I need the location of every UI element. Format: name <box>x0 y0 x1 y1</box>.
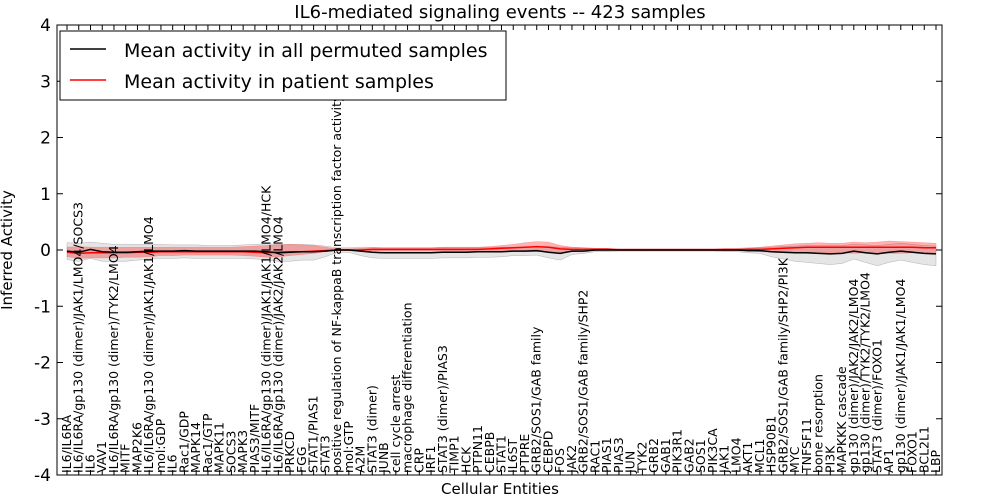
confidence-band-series-0 <box>66 241 937 267</box>
x-category-label: STAT1/PIAS1 <box>306 395 321 473</box>
x-category-label: mol:GTP <box>341 421 356 473</box>
x-category-label: PTPRE <box>517 434 532 473</box>
x-category-label: JUN <box>623 451 638 474</box>
x-category-label: GAB2 <box>681 438 696 473</box>
x-category-label: RAC1 <box>587 440 602 473</box>
y-axis: -4 -3 -2 -1 0 1 2 3 4 <box>34 16 942 486</box>
x-category-label: TNFSF11 <box>799 418 814 474</box>
x-category-label: AP1 <box>881 449 896 473</box>
y-tick-label: -1 <box>34 297 51 317</box>
y-tick-label: -4 <box>34 466 51 486</box>
x-category-label: LBP <box>928 449 943 473</box>
x-category-label: SOCS3 <box>223 431 238 473</box>
chart-title: IL6-mediated signaling events -- 423 sam… <box>294 2 705 23</box>
x-category-label: MYC <box>787 446 802 473</box>
x-category-label: FOXO1 <box>905 431 920 473</box>
x-category-label: JAK1 <box>717 445 732 474</box>
x-category-label: GAB1 <box>658 438 673 473</box>
legend: Mean activity in all permuted samples Me… <box>59 30 507 101</box>
x-category-label: MITF <box>118 444 133 473</box>
y-tick-label: 1 <box>40 185 51 205</box>
x-category-label: PIAS3 <box>611 437 626 473</box>
x-category-label: GRB2/SOS1/GAB family/SHP2/PI3K <box>775 257 790 473</box>
series-line-0 <box>66 248 937 255</box>
x-category-label: STAT3 <box>317 435 332 473</box>
x-category-label: MAPK14 <box>188 422 203 473</box>
x-category-label: STAT3 (dimer)/FOXO1 <box>869 339 884 473</box>
x-category-label: IL6ST <box>505 438 520 473</box>
x-category-label: positive regulation of NF-kappaB transcr… <box>329 94 344 473</box>
x-category-label: IL6/IL6RA/gp130 (dimer)/JAK1/JAK1/LMO4/H… <box>259 185 274 473</box>
x-category-label: MAPK11 <box>212 422 227 473</box>
x-category-label: gp130 (dimer)/JAK2/JAK2/LMO4 <box>846 279 861 473</box>
x-category-label: IL6 <box>82 454 97 473</box>
x-category-label: MCL1 <box>752 439 767 473</box>
x-category-label: JAK2 <box>564 445 579 474</box>
x-category-label: MAPK3 <box>235 430 250 473</box>
x-category-label: TIMP1 <box>447 435 462 474</box>
x-category-label: AKT1 <box>740 442 755 473</box>
x-category-label: STAT1 <box>494 435 509 473</box>
x-category-label: macrophage differentiation <box>400 302 415 473</box>
x-category-label: mol:GDP <box>153 418 168 473</box>
x-category-label: CEBPB <box>482 432 497 473</box>
y-tick-label: -2 <box>34 354 51 374</box>
x-category-label: PIAS1 <box>599 437 614 473</box>
y-tick-label: -3 <box>34 410 51 430</box>
x-category-label: IL6/IL6RA/gp130 (dimer)/JAK2/JAK2/LMO4 <box>270 216 285 473</box>
x-category-label: PIK3R1 <box>670 429 685 473</box>
x-category-label: PTPN11 <box>470 425 485 473</box>
x-category-label: TYK2 <box>634 442 649 474</box>
legend-label-patient: Mean activity in patient samples <box>124 71 434 93</box>
plot-area <box>66 240 937 267</box>
x-category-label: CRP <box>411 448 426 473</box>
x-category-label: cell cycle arrest <box>388 375 403 473</box>
x-category-label: MAPKKK cascade <box>834 366 849 473</box>
x-category-label: IL6/IL6RA/gp130 (dimer)/JAK1/JAK1/LMO4 <box>141 216 156 473</box>
x-category-label: STAT3 (dimer) <box>364 385 379 473</box>
y-tick-label: 0 <box>40 241 51 261</box>
x-category-label: PI3K <box>822 445 837 473</box>
x-category-label: HSP90B1 <box>764 416 779 473</box>
x-category-label: GRB2/SOS1/GAB family <box>529 326 544 473</box>
x-category-label: VAV1 <box>94 441 109 473</box>
x-category-label: GRB2/SOS1/GAB family/SHP2 <box>576 290 591 473</box>
x-category-label: bone resorption <box>811 374 826 473</box>
x-category-label: SOS1 <box>693 439 708 473</box>
x-category-label: LMO4 <box>728 437 743 473</box>
x-category-label: PIK3CA <box>705 428 720 473</box>
x-category-label: PIAS3/MITF <box>247 404 262 473</box>
x-category-label: gp130 (dimer)/JAK1/JAK1/LMO4 <box>893 279 908 473</box>
x-category-label: IL6/IL6RA/gp130 (dimer)/JAK1/LMO4/SOCS3 <box>71 202 86 473</box>
x-category-label: GRB2 <box>646 438 661 473</box>
y-tick-label: 4 <box>40 16 51 36</box>
legend-box <box>59 30 507 101</box>
x-category-label: BCL2L1 <box>916 426 931 473</box>
x-category-label: IL6/IL6RA <box>59 414 74 473</box>
x-category-label: MAP2K6 <box>129 422 144 473</box>
x-category-label: PRKCD <box>282 431 297 473</box>
y-axis-label: Inferred Activity <box>0 190 16 310</box>
y-tick-label: 3 <box>40 72 51 92</box>
legend-label-permuted: Mean activity in all permuted samples <box>124 40 487 62</box>
x-category-label: IL6 <box>165 454 180 473</box>
x-category-label: A2M <box>353 446 368 473</box>
x-category-label: IRF1 <box>423 445 438 473</box>
x-category-label: STAT3 (dimer)/PIAS3 <box>435 345 450 473</box>
x-category-label: FGG <box>294 446 309 473</box>
x-category-label: FOS <box>552 448 567 473</box>
x-category-label: Rac1/GDP <box>176 411 191 473</box>
x-category-label: HCK <box>458 446 473 473</box>
x-category-label: IL6/IL6RA/gp130 (dimer)/TYK2/LMO4 <box>106 245 121 473</box>
x-category-label: Rac1/GTP <box>200 413 215 473</box>
x-category-label: JUNB <box>376 442 391 474</box>
x-axis-label: Cellular Entities <box>441 480 559 498</box>
x-category-label: gp130 (dimer)/TYK2/TYK2/LMO4 <box>858 272 873 473</box>
y-tick-label: 2 <box>40 129 51 149</box>
x-category-label: CEBPD <box>540 431 555 473</box>
